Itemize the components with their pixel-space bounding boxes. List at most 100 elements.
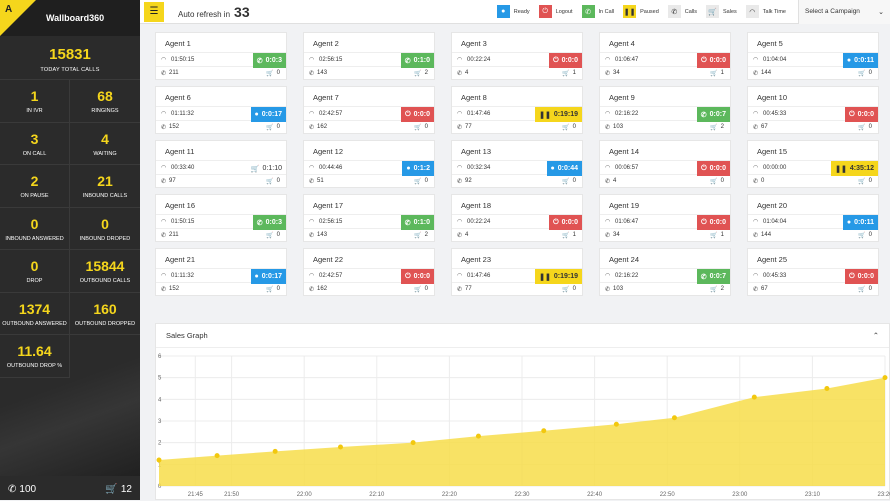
agent-card[interactable]: Agent 20 ◠ 01:04:04 ● 0:0:11 ✆ 144 🛒 0 bbox=[747, 194, 879, 242]
data-point bbox=[214, 453, 220, 459]
agent-card[interactable]: Agent 13 ◠ 00:32:34 ● 0:0:44 ✆ 92 🛒 0 bbox=[451, 140, 583, 188]
cart-icon: 🛒 bbox=[266, 178, 274, 185]
agent-sales: 🛒 0 bbox=[562, 286, 576, 293]
agent-sales-value: 0 bbox=[276, 232, 280, 238]
agent-name: Agent 12 bbox=[313, 147, 344, 156]
data-point bbox=[475, 433, 481, 439]
agent-name: Agent 6 bbox=[165, 93, 191, 102]
menu-button[interactable]: ☰ bbox=[144, 1, 164, 22]
agent-name: Agent 17 bbox=[313, 201, 344, 210]
cart-icon: 🛒 bbox=[105, 483, 118, 495]
agent-name: Agent 22 bbox=[313, 255, 344, 264]
agent-counts-row: ✆ 143 🛒 2 bbox=[304, 67, 434, 79]
agent-card[interactable]: Agent 25 ◠ 00:45:33 ⏻ 0:0:0 ✆ 67 🛒 0 bbox=[747, 248, 879, 296]
cart-icon: 🛒 bbox=[710, 232, 718, 239]
headset-icon: ◠ bbox=[753, 219, 759, 225]
agent-calls: ✆ 67 bbox=[753, 124, 768, 131]
collapse-icon[interactable]: ⌃ bbox=[872, 331, 879, 340]
status-badge: ⏻ 0:0:0 bbox=[697, 161, 730, 176]
legend-item: ● Ready bbox=[496, 5, 530, 18]
agent-card[interactable]: Agent 23 ◠ 01:47:46 ❚❚ 0:19:19 ✆ 77 🛒 0 bbox=[451, 248, 583, 296]
agent-sales-value: 0 bbox=[276, 124, 280, 130]
agent-card[interactable]: Agent 24 ◠ 02:16:22 ✆ 0:0:7 ✆ 103 🛒 2 bbox=[599, 248, 731, 296]
agent-card[interactable]: Agent 16 ◠ 01:50:15 ✆ 0:0:3 ✆ 211 🛒 0 bbox=[155, 194, 287, 242]
agent-card[interactable]: Agent 5 ◠ 01:04:04 ● 0:0:11 ✆ 144 🛒 0 bbox=[747, 32, 879, 80]
agent-card[interactable]: Agent 4 ◠ 01:06:47 ⏻ 0:0:0 ✆ 34 🛒 1 bbox=[599, 32, 731, 80]
stat-value: 4 bbox=[101, 130, 109, 147]
agent-counts-row: ✆ 0 🛒 0 bbox=[748, 175, 878, 187]
status-badge: ⏻ 0:0:0 bbox=[697, 53, 730, 68]
agent-card[interactable]: Agent 9 ◠ 02:16:22 ✆ 0:0:7 ✆ 103 🛒 2 bbox=[599, 86, 731, 134]
agent-sales-value: 0 bbox=[276, 70, 280, 76]
agent-name: Agent 24 bbox=[609, 255, 640, 264]
phone-icon: ✆ bbox=[161, 286, 167, 293]
agent-sales: 🛒 0 bbox=[266, 124, 280, 131]
agent-card[interactable]: Agent 11 ◠ 00:33:40 🛒 0:1:10 ✆ 97 🛒 0 bbox=[155, 140, 287, 188]
agent-talk-time-row: ◠ 00:06:57 ⏻ 0:0:0 bbox=[600, 160, 730, 176]
stat-value: 15831 bbox=[49, 46, 91, 63]
agent-calls: ✆ 51 bbox=[309, 178, 324, 185]
agent-card[interactable]: Agent 14 ◠ 00:06:57 ⏻ 0:0:0 ✆ 4 🛒 0 bbox=[599, 140, 731, 188]
agent-talk-time-row: ◠ 02:56:15 ✆ 0:1:0 bbox=[304, 52, 434, 68]
x-tick-label: 23:10 bbox=[805, 492, 821, 498]
agent-card[interactable]: Agent 6 ◠ 01:11:32 ● 0:0:17 ✆ 152 🛒 0 bbox=[155, 86, 287, 134]
agent-card[interactable]: Agent 1 ◠ 01:50:15 ✆ 0:0:3 ✆ 211 🛒 0 bbox=[155, 32, 287, 80]
headset-icon: ◠ bbox=[309, 111, 315, 117]
phone-icon: ✆ bbox=[457, 70, 463, 77]
pause-icon: ❚❚ bbox=[623, 5, 637, 18]
data-point bbox=[338, 444, 343, 450]
headset-icon: ◠ bbox=[753, 111, 759, 117]
agent-name: Agent 7 bbox=[313, 93, 339, 102]
status-duration: 0:0:0 bbox=[709, 219, 726, 226]
agent-card[interactable]: Agent 22 ◠ 02:42:57 ⏻ 0:0:0 ✆ 162 🛒 0 bbox=[303, 248, 435, 296]
headset-icon: ◠ bbox=[161, 111, 167, 117]
agent-sales: 🛒 0 bbox=[858, 232, 872, 239]
cart-icon: 🛒 bbox=[562, 70, 570, 77]
campaign-select[interactable]: Select a Campaign ⌄ bbox=[798, 0, 890, 24]
agent-talk-time-row: ◠ 02:42:57 ⏻ 0:0:0 bbox=[304, 268, 434, 284]
cart-icon: 🛒 bbox=[706, 5, 719, 18]
agent-calls-value: 211 bbox=[169, 70, 179, 76]
agent-talk-time-row: ◠ 00:32:34 ● 0:0:44 bbox=[452, 160, 582, 176]
agent-card[interactable]: Agent 8 ◠ 01:47:46 ❚❚ 0:19:19 ✆ 77 🛒 0 bbox=[451, 86, 583, 134]
refresh-count: 33 bbox=[234, 3, 250, 20]
headset-icon: ◠ bbox=[457, 111, 463, 117]
agent-card[interactable]: Agent 7 ◠ 02:42:57 ⏻ 0:0:0 ✆ 162 🛒 0 bbox=[303, 86, 435, 134]
agent-calls: ✆ 103 bbox=[605, 286, 623, 293]
legend-item: ◠ Talk Time bbox=[745, 5, 786, 18]
graph-header: Sales Graph ⌃ bbox=[156, 324, 889, 348]
agent-calls-value: 144 bbox=[761, 232, 772, 238]
cart-icon: 🛒 bbox=[562, 232, 570, 239]
agent-card[interactable]: Agent 12 ◠ 00:44:46 ● 0:1:2 ✆ 51 🛒 0 bbox=[303, 140, 435, 188]
stat-value: 3 bbox=[30, 130, 39, 147]
agent-counts-row: ✆ 152 🛒 0 bbox=[156, 121, 286, 133]
data-point bbox=[882, 375, 888, 381]
app-title: Wallboard360 bbox=[46, 13, 105, 23]
agent-card[interactable]: Agent 15 ◠ 00:00:00 ❚❚ 4:35:12 ✆ 0 🛒 0 bbox=[747, 140, 879, 188]
agent-card[interactable]: Agent 3 ◠ 00:22:24 ⏻ 0:0:0 ✆ 4 🛒 1 bbox=[451, 32, 583, 80]
agent-talk-time-row: ◠ 00:22:24 ⏻ 0:0:0 bbox=[452, 52, 582, 68]
footer-calls: ✆ 100 bbox=[8, 484, 36, 495]
sales-graph-panel: Sales Graph ⌃ 012345621:4521:5022:0022:1… bbox=[155, 323, 890, 500]
agent-name: Agent 2 bbox=[313, 39, 339, 48]
agent-card[interactable]: Agent 19 ◠ 01:06:47 ⏻ 0:0:0 ✆ 34 🛒 1 bbox=[599, 194, 731, 242]
agent-card[interactable]: Agent 17 ◠ 02:56:15 ✆ 0:1:0 ✆ 143 🛒 2 bbox=[303, 194, 435, 242]
headset-icon: ◠ bbox=[457, 273, 463, 279]
agent-talk-time-row: ◠ 00:00:00 ❚❚ 4:35:12 bbox=[748, 160, 878, 176]
agent-card[interactable]: Agent 21 ◠ 01:11:32 ● 0:0:17 ✆ 152 🛒 0 bbox=[155, 248, 287, 296]
cart-icon: 🛒 bbox=[562, 124, 570, 131]
y-tick-label: 6 bbox=[158, 354, 162, 360]
stat-card: 15844 OUTBOUND CALLS bbox=[70, 250, 140, 293]
agent-card[interactable]: Agent 18 ◠ 00:22:24 ⏻ 0:0:0 ✆ 4 🛒 1 bbox=[451, 194, 583, 242]
cart-icon: 🛒 bbox=[858, 232, 866, 239]
agent-sales: 🛒 2 bbox=[710, 124, 724, 131]
agent-counts-row: ✆ 34 🛒 1 bbox=[600, 67, 730, 79]
cart-icon: 🛒 bbox=[710, 124, 718, 131]
agent-calls: ✆ 152 bbox=[161, 286, 179, 293]
headset-icon: ◠ bbox=[753, 57, 759, 63]
agent-sales-value: 0 bbox=[868, 178, 872, 184]
agent-card[interactable]: Agent 10 ◠ 00:45:33 ⏻ 0:0:0 ✆ 67 🛒 0 bbox=[747, 86, 879, 134]
agent-calls-value: 67 bbox=[761, 286, 768, 292]
stat-value: 0 bbox=[30, 258, 39, 274]
agent-card[interactable]: Agent 2 ◠ 02:56:15 ✆ 0:1:0 ✆ 143 🛒 2 bbox=[303, 32, 435, 80]
